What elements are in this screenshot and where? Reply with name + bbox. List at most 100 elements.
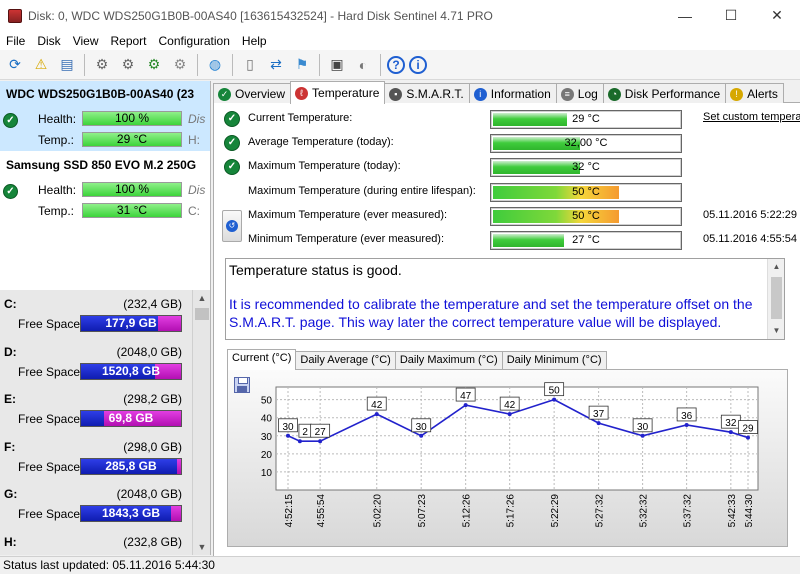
disk-list-panel: WDC WDS250G1B0B-00AS40 (23 ✓ Health: 100… [0, 81, 211, 555]
free-space-value: 177,9 GB [105, 316, 157, 330]
data-label-box [499, 396, 520, 411]
data-label: 2 [302, 427, 308, 438]
data-label-box [632, 418, 653, 433]
scroll-thumb[interactable] [195, 308, 209, 320]
data-point [297, 439, 302, 444]
check-icon: ✓ [3, 113, 18, 128]
tab-log[interactable]: ≡ Log [555, 83, 604, 104]
disk-name: Samsung SSD 850 EVO M.2 250G [6, 158, 197, 172]
info-icon: i [473, 87, 487, 101]
data-point [374, 412, 379, 417]
data-label: 30 [282, 422, 294, 433]
monitor-icon[interactable]: ▣ [330, 56, 344, 72]
help-icon[interactable]: ? [387, 55, 405, 74]
tab-temperature[interactable]: ℓ Temperature [290, 81, 386, 104]
free-space-bar: 285,8 GB [80, 457, 182, 475]
data-label: 30 [637, 422, 649, 433]
volume-item[interactable]: H: (232,8 GB) [0, 528, 192, 556]
x-tick-label: 5:17:26 [506, 494, 517, 528]
menu-view[interactable]: View [72, 33, 99, 48]
check-icon: ✓ [3, 184, 18, 199]
tab-s-m-a-r-t[interactable]: ▪ S.M.A.R.T. [384, 83, 470, 104]
temp-label: Temp.: [38, 133, 75, 147]
scroll-up-icon[interactable]: ▲ [197, 293, 207, 303]
tab-information[interactable]: i Information [468, 83, 557, 104]
disk-card-1[interactable]: Samsung SSD 850 EVO M.2 250G ✓ Health: 1… [0, 152, 210, 222]
status-bar: Status last updated: 05.11.2016 5:44:30 [0, 556, 800, 574]
refresh-icon[interactable]: ⟳ [9, 56, 21, 72]
y-tick-label: 10 [261, 468, 273, 479]
temp-label: Temp.: [38, 204, 75, 218]
scroll-up-icon[interactable]: ▲ [772, 262, 781, 271]
test-icon[interactable]: ⚙ [95, 56, 109, 72]
test-stop-icon[interactable]: ⚙ [173, 56, 187, 72]
volume-item[interactable]: F: (298,0 GB) Free Space 285,8 GB [0, 433, 192, 480]
temperature-fill [493, 113, 568, 126]
calibrate-button[interactable]: ↺ [222, 210, 242, 242]
volume-item[interactable]: G: (2048,0 GB) Free Space 1843,3 GB [0, 480, 192, 527]
set-custom-temperature-link[interactable]: Set custom tempera [703, 111, 800, 123]
maximize-button[interactable]: ☐ [724, 7, 738, 23]
volume-item[interactable]: C: (232,4 GB) Free Space 177,9 GB [0, 290, 192, 337]
test-icon-2[interactable]: ⚙ [121, 56, 135, 72]
message-scrollbar[interactable]: ▲ ▼ [767, 259, 784, 339]
document-icon[interactable]: ▯ [246, 56, 254, 72]
temperature-fill [493, 209, 620, 223]
free-space-label: Free Space [18, 364, 81, 379]
temperature-bar: 50 °C [490, 182, 682, 202]
menu-report[interactable]: Report [110, 33, 147, 48]
free-space-bar: 1843,3 GB [80, 505, 182, 522]
temperature-label: Maximum Temperature (during entire lifes… [248, 184, 476, 197]
free-space-value: 285,8 GB [105, 458, 157, 473]
menu-file[interactable]: File [6, 33, 26, 48]
info-icon[interactable]: i [409, 55, 427, 74]
chart-tab-daily-average[interactable]: Daily Average (°C) [295, 351, 396, 370]
menu-configuration[interactable]: Configuration [158, 33, 230, 48]
close-button[interactable]: ✕ [771, 7, 783, 23]
tab-alerts[interactable]: ! Alerts [725, 83, 784, 104]
chart-tab-daily-maximum[interactable]: Daily Maximum (°C) [394, 351, 503, 370]
data-label-box [455, 387, 476, 402]
temp-suffix: H: [188, 133, 200, 147]
menu-help[interactable]: Help [241, 33, 267, 48]
chart-tab-daily-minimum[interactable]: Daily Minimum (°C) [501, 351, 607, 370]
temperature-bar: 29 °C [490, 110, 682, 129]
temperature-chart-panel: 10 20 30 40 50 4:52:15 4:55:54 5:02:20 5:07:23 5:… [227, 369, 788, 547]
free-space-value: 1843,3 GB [101, 506, 161, 520]
test-ok-icon[interactable]: ⚙ [147, 56, 161, 72]
warning-icon[interactable]: ⚠ [34, 56, 48, 72]
free-space-label: Free Space [18, 317, 81, 331]
volume-item[interactable]: D: (2048,0 GB) Free Space 1520,8 GB [0, 338, 192, 385]
disk-card-0[interactable]: WDC WDS250G1B0B-00AS40 (23 ✓ Health: 100… [0, 81, 210, 151]
temp-bar: 29 °C [82, 132, 182, 147]
temperature-value: 50 °C [572, 185, 600, 198]
sync-icon[interactable]: ⇄ [270, 56, 282, 72]
speaker-icon[interactable]: ◐ [358, 56, 368, 73]
scroll-thumb[interactable] [771, 277, 782, 319]
used-fill [81, 506, 171, 521]
network-icon[interactable]: ⚑ [295, 56, 309, 72]
tab-overview[interactable]: ✓ Overview [213, 83, 292, 104]
volume-size: (2048,0 GB) [116, 487, 182, 501]
volume-size: (2048,0 GB) [116, 344, 182, 359]
save-icon[interactable] [234, 377, 250, 393]
main-tabs: ✓ Overview ℓ Temperature ▪ S.M.A.R.T. i Informa… [213, 81, 800, 104]
scroll-down-icon[interactable]: ▼ [772, 326, 781, 335]
y-tick-label: 50 [261, 396, 273, 407]
menu-disk[interactable]: Disk [37, 33, 61, 48]
measured-date: 05.11.2016 5:22:29 [703, 208, 797, 221]
toolbar-separator [380, 53, 381, 76]
temperature-value: 27 °C [572, 234, 600, 246]
data-label-box [544, 382, 565, 397]
free-space-label: Free Space [18, 412, 81, 426]
temperature-row: ✓ Current Temperature: 29 °C [214, 107, 800, 131]
scroll-down-icon[interactable]: ▼ [197, 542, 207, 552]
globe-icon[interactable]: ◍ [208, 56, 222, 72]
chart-tab-current[interactable]: Current (°C) [227, 349, 297, 370]
volume-scrollbar[interactable]: ▲ ▼ [192, 290, 210, 555]
disk-report-icon[interactable]: ▤ [60, 56, 74, 72]
tab-disk-performance[interactable]: ◔ Disk Performance [602, 83, 727, 104]
volume-item[interactable]: E: (298,2 GB) Free Space 69,8 GB [0, 385, 192, 432]
minimize-button[interactable]: — [678, 7, 692, 24]
temperature-fill [493, 137, 581, 151]
